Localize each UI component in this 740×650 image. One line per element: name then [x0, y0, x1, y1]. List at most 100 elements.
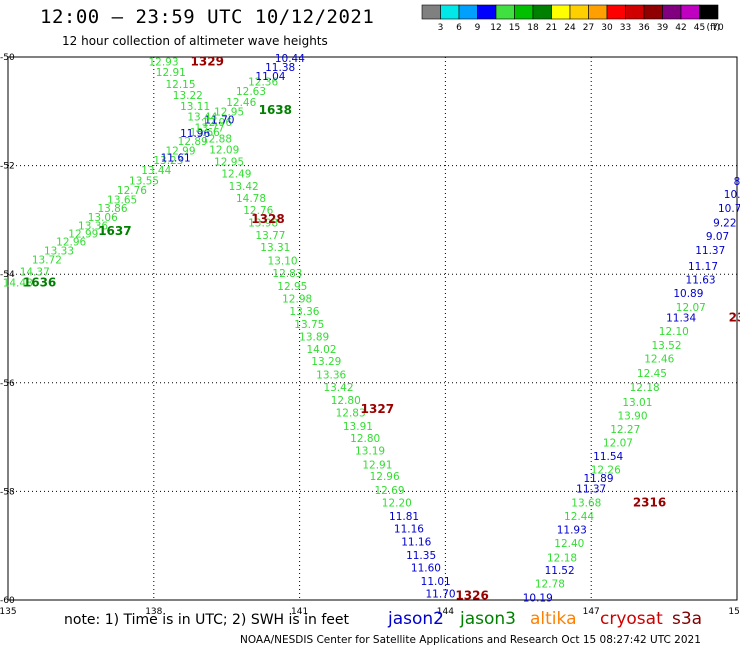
chart-subtitle: 12 hour collection of altimeter wave hei… [62, 34, 328, 48]
wave-height-point: 12.40 [554, 538, 584, 550]
wave-height-point: 13.75 [294, 319, 324, 331]
color-tick-label: 70 [712, 23, 724, 33]
color-swatch [514, 4, 534, 20]
wave-height-point: 11.37 [695, 245, 725, 257]
wave-height-point: 11.81 [389, 511, 419, 523]
wave-height-point: 11.38 [265, 62, 295, 74]
color-tick-label: 39 [657, 23, 669, 33]
y-tick-label: -60 [0, 596, 15, 606]
color-tick-label: 6 [456, 23, 462, 33]
wave-height-point: 12.46 [226, 97, 256, 109]
wave-height-point: 12.80 [331, 395, 361, 407]
legend-item-jason3: jason3 [460, 609, 516, 629]
wave-height-point: 11.89 [583, 473, 613, 485]
color-swatch [625, 4, 645, 20]
wave-height-point: 13.33 [44, 245, 74, 257]
wave-height-point: 13.42 [229, 181, 259, 193]
y-tick-label: -54 [0, 270, 15, 280]
legend-item-jason2: jason2 [388, 609, 444, 629]
wave-height-point: 13.10 [268, 256, 298, 268]
y-tick-label: -58 [0, 487, 15, 497]
wave-height-point: 11.54 [593, 451, 623, 463]
pass-time-label: 1326 [455, 589, 488, 603]
color-swatch [588, 4, 608, 20]
wave-height-point: 13.90 [617, 410, 647, 422]
wave-height-point: 10.19 [523, 592, 553, 604]
wave-height-point: 13.98 [248, 218, 278, 230]
wave-height-point: 12.18 [630, 382, 660, 394]
wave-height-point: 12.07 [603, 438, 633, 450]
color-unit-label: (ft) [706, 23, 720, 33]
y-tick-label: -50 [0, 53, 15, 63]
wave-height-point: 12.95 [277, 281, 307, 293]
wave-height-point: 12.20 [382, 497, 412, 509]
wave-height-point: 11.01 [421, 576, 451, 588]
plot-frame [7, 56, 738, 601]
color-swatch [495, 4, 515, 20]
wave-height-point: 12.95 [214, 106, 244, 118]
color-swatch [440, 4, 460, 20]
color-swatch [643, 4, 663, 20]
wave-height-point: 12.95 [214, 156, 244, 168]
wave-height-point: 14.02 [306, 344, 336, 356]
wave-height-point: 12.91 [156, 67, 186, 79]
wave-height-point: 11.35 [406, 550, 436, 562]
legend-item-s3a: s3a [672, 609, 703, 629]
wave-height-point: 12.45 [637, 368, 667, 380]
wave-height-point: 13.52 [651, 340, 681, 352]
wave-height-point: 13.23 [153, 155, 183, 167]
wave-height-point: 14.37 [20, 266, 50, 278]
wave-height-point: 13.31 [260, 242, 290, 254]
wave-height-point: 12.88 [202, 133, 232, 145]
color-scale-bar: 3 6 9 12 15 18 21 24 27 30 33 36 39 42 45 70(ft) [421, 4, 724, 33]
wave-height-point: 12.69 [374, 485, 404, 497]
wave-height-point: 12.63 [236, 86, 266, 98]
wave-height-point: 12.96 [202, 117, 232, 129]
wave-height-point: 12.15 [165, 79, 195, 91]
color-swatch [680, 4, 700, 20]
wave-height-point: 13.68 [571, 497, 601, 509]
wave-height-point: 11.04 [255, 71, 285, 83]
wave-height-point: 13.44 [187, 112, 217, 124]
color-tick-label: 27 [583, 23, 594, 33]
wave-height-point: 12.26 [591, 465, 621, 477]
pass-time-label: 1328 [251, 212, 284, 226]
wave-height-point: 10.7 [718, 203, 740, 215]
wave-height-point: 13.36 [289, 306, 319, 318]
wave-height-point: 14.78 [236, 193, 266, 205]
wave-height-point: 9.22 [713, 218, 736, 230]
pass-time-label: 1636 [23, 275, 56, 289]
wave-height-point: 9.07 [706, 231, 729, 243]
color-tick-label: 30 [601, 23, 613, 33]
wave-height-point: 11.16 [394, 523, 424, 535]
wave-height-point: 10.89 [673, 288, 703, 300]
wave-height-point: 10.44 [275, 53, 305, 65]
pass-time-label: 1637 [98, 224, 131, 238]
wave-height-point: 13.65 [107, 194, 137, 206]
color-swatch [421, 4, 441, 20]
x-tick-label: 150 [728, 607, 740, 617]
wave-height-point: 12.36 [248, 76, 278, 88]
wave-height-point: 13.29 [311, 356, 341, 368]
wave-height-point: 12.76 [243, 205, 273, 217]
wave-height-point: 12.83 [272, 268, 302, 280]
legend-item-altika: altika [530, 609, 577, 629]
color-swatch [662, 4, 682, 20]
color-swatch [569, 4, 589, 20]
wave-height-point: 10. [724, 189, 740, 201]
wave-height-point: 13.91 [343, 421, 373, 433]
wave-height-point: 13.01 [622, 397, 652, 409]
chart-title: 12:00 – 23:59 UTC 10/12/2021 [40, 6, 375, 28]
wave-height-point: 11.34 [666, 313, 696, 325]
wave-height-point: 11.93 [557, 524, 587, 536]
color-swatch [551, 4, 571, 20]
color-tick-label: 33 [620, 23, 631, 33]
wave-height-point: 13.66 [190, 127, 220, 139]
color-swatch [699, 4, 719, 20]
pass-time-label: 1327 [361, 402, 394, 416]
footnote: note: 1) Time is in UTC; 2) SWH is in fe… [64, 612, 350, 628]
wave-height-point: 12.89 [178, 136, 208, 148]
wave-height-point: 11.61 [161, 152, 191, 164]
